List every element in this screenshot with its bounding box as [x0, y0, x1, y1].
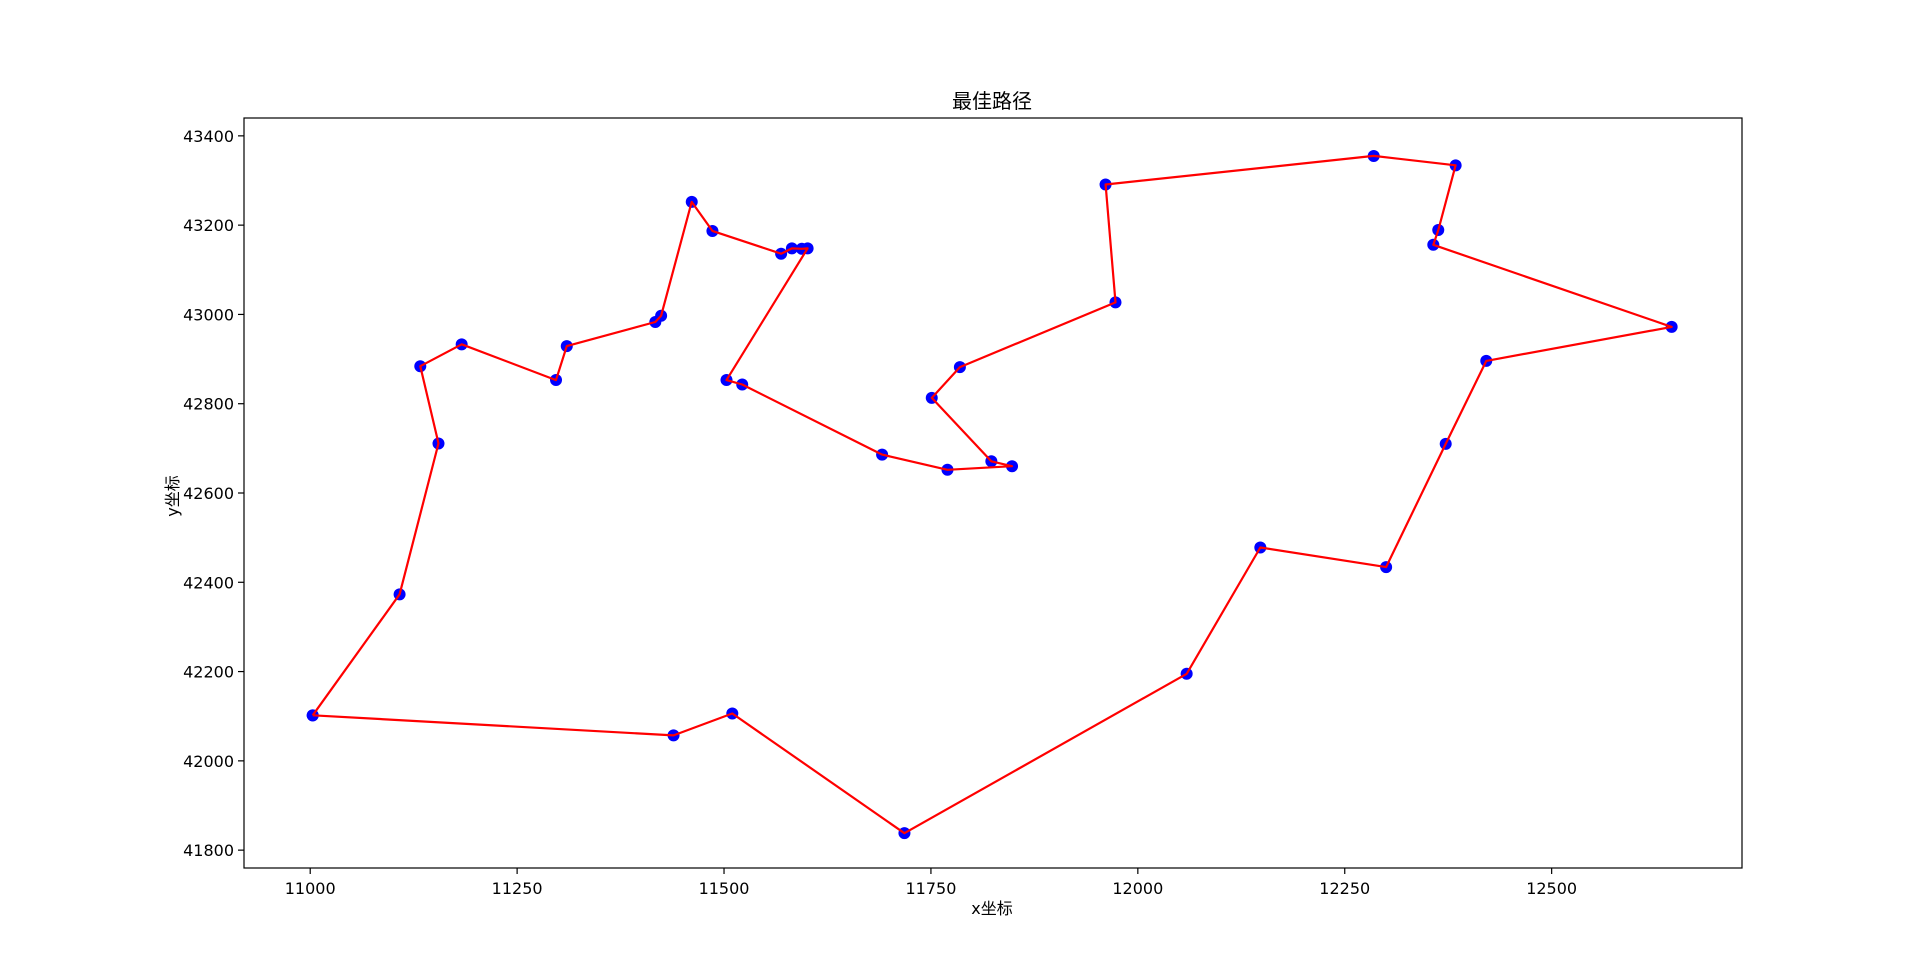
y-tick-label-2: 42200 — [183, 663, 234, 682]
x-tick-label-4: 12000 — [1112, 879, 1163, 898]
route-line-0 — [311, 154, 1673, 835]
y-tick-label-4: 42600 — [183, 484, 234, 503]
x-tick-label-3: 11750 — [905, 879, 956, 898]
y-tick-label-5: 42800 — [183, 395, 234, 414]
y-tick-label-0: 41800 — [183, 841, 234, 860]
y-tick-label-8: 43400 — [183, 127, 234, 146]
chart-title: 最佳路径 — [952, 89, 1032, 113]
y-tick-label-1: 42000 — [183, 752, 234, 771]
axes-frame — [243, 117, 1743, 869]
x-tick-label-0: 11000 — [285, 879, 336, 898]
x-tick-label-1: 11250 — [492, 879, 543, 898]
y-tick-label-6: 43000 — [183, 305, 234, 324]
y-axis-label: y坐标 — [163, 475, 182, 516]
x-tick-label-2: 11500 — [699, 879, 750, 898]
y-tick-label-7: 43200 — [183, 216, 234, 235]
x-tick-label-6: 12500 — [1526, 879, 1577, 898]
y-tick-label-3: 42400 — [183, 573, 234, 592]
x-tick-label-5: 12250 — [1319, 879, 1370, 898]
plot-area: 11000 11250 11500 11750 12000 12250 12500 41800… — [183, 117, 1743, 898]
x-axis-label: x坐标 — [971, 899, 1012, 918]
